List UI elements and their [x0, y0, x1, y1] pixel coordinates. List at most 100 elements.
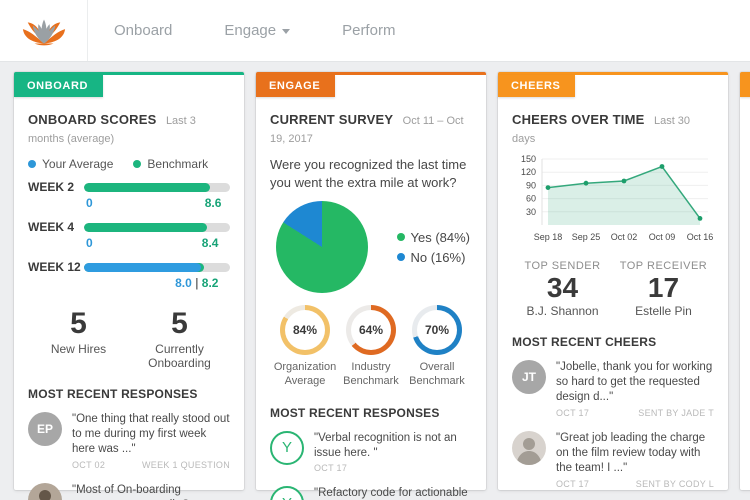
cheers-list: JT "Jobelle, thank you for working so har…: [512, 360, 714, 500]
legend-item: Your Average: [28, 157, 113, 171]
response-meta: OCT 17 SENT BY CODY L: [556, 479, 714, 489]
engage-responses-title: MOST RECENT RESPONSES: [270, 405, 440, 420]
response-date: OCT 02: [72, 459, 106, 470]
week-values: 0 8.4: [84, 236, 230, 251]
legend-label: Your Average: [42, 157, 114, 171]
onboard-card: ONBOARD ONBOARD SCORES Last 3 months (av…: [14, 72, 244, 500]
nav-item-label: Onboard: [114, 22, 173, 39]
yes-response-icon: Y: [270, 486, 304, 500]
engage-section-header: CURRENT SURVEY Oct 11 – Oct 19, 2017: [270, 111, 472, 147]
svg-text:120: 120: [521, 167, 536, 177]
pie-legend-dot: [396, 253, 405, 262]
current-survey-dates: Oct 11 – Oct 19, 2017: [270, 115, 464, 145]
top-stat-value: 17: [647, 272, 680, 303]
pie-legend-item: No (16%): [396, 249, 471, 265]
cheer-item: "Great job leading the charge on the fil…: [512, 431, 714, 489]
top-navigation-bar: Onboard Engage Perform: [0, 0, 750, 62]
partial-card: [740, 72, 750, 490]
week-value-part: |: [191, 276, 202, 290]
benchmark-label: Overall Benchmark: [409, 361, 465, 387]
svg-text:Sep 25: Sep 25: [572, 232, 601, 242]
survey-pie-row: Yes (84%) No (16%): [270, 201, 472, 294]
benchmark-gauge: 70% Overall Benchmark: [404, 305, 470, 389]
week-label: WEEK 2: [28, 180, 75, 194]
week-value-part: 8.4: [201, 236, 219, 250]
pie-legend-label: No (16%): [410, 249, 466, 265]
benchmark-percent: 84%: [285, 310, 325, 351]
response-date: OCT 17: [314, 463, 348, 474]
stat-value: 5: [70, 307, 87, 340]
response-date: OCT 17: [556, 478, 590, 489]
benchmark-donut: 70%: [412, 305, 462, 356]
svg-text:150: 150: [521, 154, 536, 164]
avatar-photo: [28, 482, 62, 500]
dashboard-columns: ONBOARD ONBOARD SCORES Last 3 months (av…: [14, 72, 750, 500]
survey-pie-legend: Yes (84%) No (16%): [396, 225, 471, 270]
avatar-initials: JT: [512, 360, 546, 395]
survey-question: Were you recognized the last time you we…: [270, 157, 467, 190]
top-stat-label: TOP RECEIVER: [619, 260, 708, 272]
onboard-section-header: ONBOARD SCORES Last 3 months (average): [28, 111, 230, 147]
svg-text:Sep 18: Sep 18: [534, 232, 563, 242]
cheers-top-stat: TOP SENDER 34 B.J. Shannon: [512, 260, 613, 318]
engage-card: ENGAGE CURRENT SURVEY Oct 11 – Oct 19, 2…: [256, 72, 486, 500]
week-row: WEEK 2 0 8.6: [28, 180, 230, 211]
pie-legend-dot: [396, 233, 405, 242]
benchmark-percent: 70%: [417, 310, 457, 351]
onboard-card-tag: ONBOARD: [14, 75, 104, 97]
response-quote: "Verbal recognition is not an issue here…: [314, 431, 457, 459]
response-question-tag: WEEK 1 QUESTION: [141, 459, 230, 470]
top-stat-name: Estelle Pin: [635, 304, 692, 319]
response-date: OCT 17: [556, 408, 590, 418]
week-bar-line: WEEK 2: [28, 180, 230, 194]
week-value-part: 8.2: [201, 276, 219, 290]
nav-item-engage[interactable]: Engage: [198, 0, 316, 61]
week-bar-line: WEEK 12: [28, 260, 230, 274]
benchmark-gauge: 64% Industry Benchmark: [338, 305, 404, 389]
week-your-average-value: 0: [86, 196, 93, 210]
stat-value: 5: [171, 307, 188, 340]
cheers-top-stats: TOP SENDER 34 B.J. Shannon TOP RECEIVER 17 Es…: [512, 260, 714, 318]
week-label: WEEK 12: [28, 260, 81, 274]
top-stat-value: 34: [546, 272, 579, 303]
cheers-card-tag: CHEERS: [498, 75, 576, 97]
benchmark-label: Industry Benchmark: [343, 361, 399, 387]
week-bar-track: [84, 262, 230, 272]
engage-card-tag: ENGAGE: [256, 75, 336, 97]
onboard-responses-title: MOST RECENT RESPONSES: [28, 387, 198, 401]
benchmark-label: Organization Average: [273, 361, 337, 387]
nav-item-onboard[interactable]: Onboard: [88, 0, 198, 61]
yes-response-icon: Y: [270, 430, 304, 465]
avatar-photo: [512, 431, 546, 465]
onboard-scores-subtitle: Last 3 months (average): [28, 115, 196, 145]
response-quote: "Jobelle, thank you for working so hard …: [556, 361, 713, 404]
legend-dot: [28, 160, 36, 168]
week-bar-track: [84, 182, 230, 192]
response-meta: OCT 17: [314, 463, 472, 473]
pie-legend-item: Yes (84%): [396, 229, 471, 245]
engage-responses-list: Y "Verbal recognition is not an issue her…: [270, 430, 472, 500]
cheers-over-time-subtitle: Last 30 days: [512, 115, 691, 145]
week-value-part: 8.6: [204, 196, 222, 210]
pie-legend-label: Yes (84%): [410, 229, 471, 245]
week-value-part: 8.0: [175, 276, 192, 290]
cheer-sent-by: SENT BY CODY L: [635, 478, 714, 489]
cheers-top-stat: TOP RECEIVER 17 Estelle Pin: [613, 260, 714, 318]
legend-label: Benchmark: [147, 157, 209, 171]
cheers-line-chart: 30 60 90 120 150 Sep 18 Sep 25 Oct 02 Oct 09 Oct …: [512, 153, 714, 256]
svg-text:90: 90: [526, 180, 536, 190]
onboard-stats: 5 New Hires 5 Currently Onboarding: [28, 307, 230, 370]
legend-dot: [133, 160, 142, 168]
response-content: "Most of On-boarding processes went well…: [72, 483, 230, 500]
week-benchmark-value: 8.4: [202, 236, 219, 250]
week-bar-fill: [84, 182, 210, 192]
response-meta: OCT 02 WEEK 1 QUESTION: [72, 460, 230, 470]
response-quote: "Refactory code for actionable message w…: [314, 487, 468, 500]
nav-item-perform[interactable]: Perform: [316, 0, 421, 61]
engage-response-item: Y "Refactory code for actionable message …: [270, 486, 472, 500]
top-stat-name: B.J. Shannon: [526, 304, 599, 319]
app-logo[interactable]: [0, 0, 88, 61]
onboard-responses-list: EP "One thing that really stood out to me…: [28, 412, 230, 500]
cheer-sent-by: SENT BY JADE T: [638, 408, 714, 418]
response-quote: "One thing that really stood out to me d…: [72, 413, 230, 455]
